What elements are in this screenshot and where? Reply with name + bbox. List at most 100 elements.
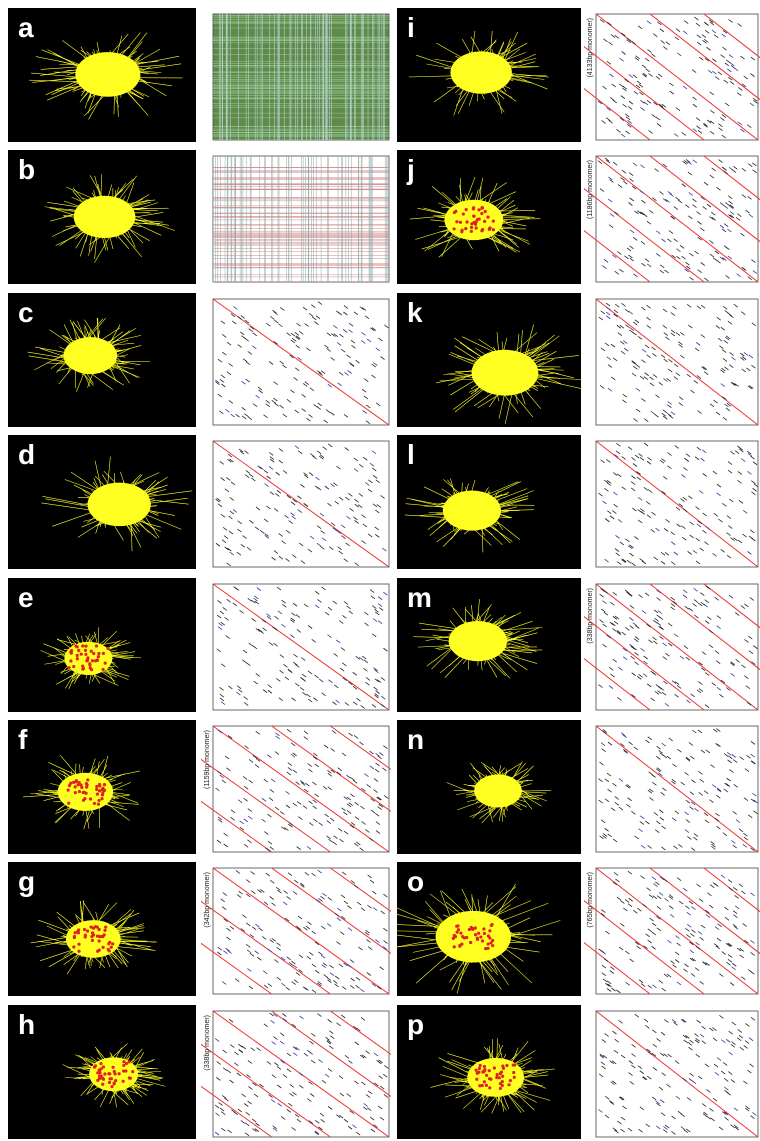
node <box>77 950 80 953</box>
node <box>80 786 83 789</box>
node <box>97 803 100 806</box>
node <box>124 1069 127 1072</box>
node <box>122 1064 125 1067</box>
node <box>74 785 77 788</box>
node <box>90 650 93 653</box>
node <box>472 207 475 210</box>
figure: {"panels": [ {"letter": "a"}, {"letter":… <box>0 0 760 1141</box>
node <box>84 644 87 647</box>
node <box>85 783 88 786</box>
dot-plot: (338bp monomer) <box>201 1005 391 1139</box>
node <box>470 226 473 229</box>
panel-label: b <box>18 156 35 184</box>
dot-plot <box>201 8 391 142</box>
node <box>455 220 458 223</box>
cluster <box>450 51 511 93</box>
node <box>113 1082 116 1085</box>
node <box>92 652 95 655</box>
cluster <box>75 52 140 97</box>
node <box>103 783 106 786</box>
node <box>114 1072 117 1075</box>
node <box>92 933 95 936</box>
node <box>84 649 87 652</box>
node <box>110 1077 113 1080</box>
node <box>459 221 462 224</box>
node <box>465 208 468 211</box>
node <box>95 644 98 647</box>
node <box>101 1077 104 1080</box>
network-image <box>8 862 196 996</box>
cluster <box>63 337 117 374</box>
node <box>77 943 80 946</box>
node <box>453 211 456 214</box>
node <box>488 228 491 231</box>
node <box>72 781 75 784</box>
dot-plot <box>201 150 391 284</box>
dot-plot <box>201 578 391 712</box>
node <box>104 662 107 665</box>
node <box>74 645 77 648</box>
network-image <box>8 150 196 284</box>
node <box>122 1080 125 1083</box>
network-image <box>8 720 196 854</box>
node <box>95 788 98 791</box>
node <box>67 789 70 792</box>
node <box>96 1071 99 1074</box>
node <box>96 1079 99 1082</box>
node <box>67 666 70 669</box>
node <box>128 1076 131 1079</box>
node <box>480 212 483 215</box>
node <box>80 653 83 656</box>
monomer-label: (1159bp monomer) <box>204 730 211 789</box>
network-image <box>397 8 581 142</box>
node <box>492 228 495 231</box>
node <box>73 936 76 939</box>
node <box>122 1060 125 1063</box>
node <box>118 1072 121 1075</box>
node <box>69 782 72 785</box>
node <box>107 647 110 650</box>
node <box>100 797 103 800</box>
node <box>78 790 81 793</box>
node <box>108 1081 111 1084</box>
dot-plot: (4133bp monomer) <box>584 8 760 142</box>
node <box>95 785 98 788</box>
node <box>483 220 486 223</box>
node <box>76 930 79 933</box>
panel-label: d <box>18 441 35 469</box>
monomer-label: (342bp monomer) <box>204 872 211 928</box>
cluster <box>443 491 501 531</box>
node <box>475 226 478 229</box>
monomer-label: (4133bp monomer) <box>587 18 594 78</box>
node <box>102 946 105 949</box>
dot-plot <box>201 293 391 427</box>
node <box>111 942 114 945</box>
node <box>76 657 79 660</box>
node <box>101 787 104 790</box>
panel-label: m <box>407 584 432 612</box>
node <box>103 933 106 936</box>
node <box>104 926 107 929</box>
node <box>89 797 92 800</box>
dot-plot: (342bp monomer) <box>201 862 391 996</box>
node <box>480 207 483 210</box>
node <box>465 220 468 223</box>
monomer-label: (1186bp monomer) <box>587 160 594 219</box>
monomer-label: (338bp monomer) <box>204 1015 211 1071</box>
node <box>97 655 100 658</box>
node <box>96 793 99 796</box>
node <box>77 783 80 786</box>
node <box>128 1060 131 1063</box>
dot-plot <box>201 435 391 569</box>
node <box>96 658 99 661</box>
node <box>91 659 94 662</box>
panel-label: l <box>407 441 415 469</box>
node <box>67 802 70 805</box>
node <box>81 665 84 668</box>
node <box>86 778 89 781</box>
dot-plot: (1186bp monomer) <box>584 150 760 284</box>
network-image <box>8 435 196 569</box>
node <box>101 1083 104 1086</box>
panel-label: h <box>18 1011 35 1039</box>
node <box>108 941 111 944</box>
